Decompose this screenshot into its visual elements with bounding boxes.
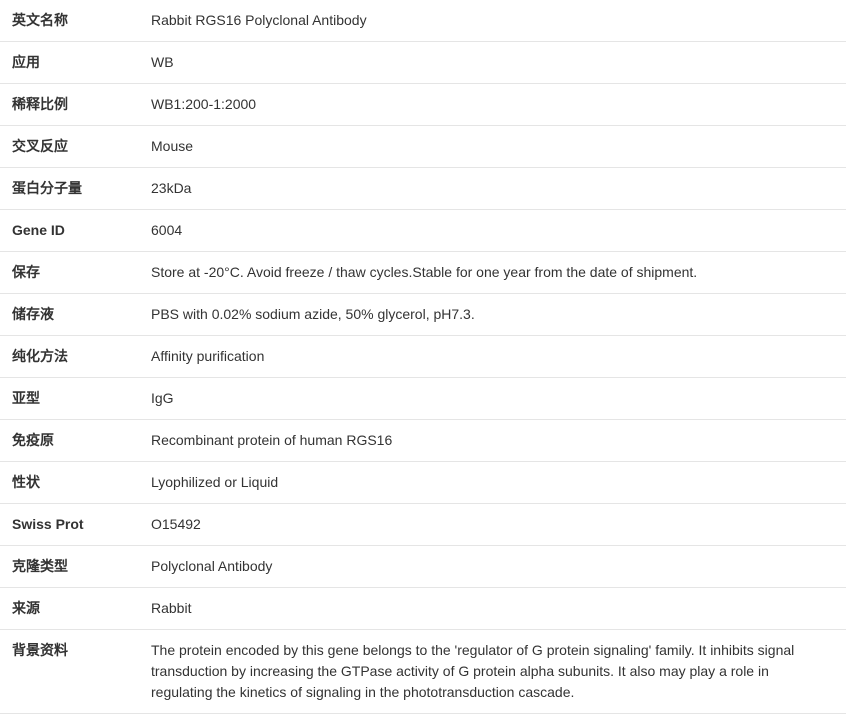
row-label: 保存 [0, 252, 139, 294]
row-label: 来源 [0, 588, 139, 630]
row-label: 性状 [0, 462, 139, 504]
row-value: The protein encoded by this gene belongs… [139, 630, 846, 714]
table-row: 稀释比例 WB1:200-1:2000 [0, 84, 846, 126]
row-value: Recombinant protein of human RGS16 [139, 420, 846, 462]
row-label: 交叉反应 [0, 126, 139, 168]
row-value: Polyclonal Antibody [139, 546, 846, 588]
table-row: 交叉反应 Mouse [0, 126, 846, 168]
spec-table: 英文名称 Rabbit RGS16 Polyclonal Antibody 应用… [0, 0, 846, 714]
row-value: Affinity purification [139, 336, 846, 378]
row-value: Lyophilized or Liquid [139, 462, 846, 504]
row-value: 6004 [139, 210, 846, 252]
row-label: 纯化方法 [0, 336, 139, 378]
row-value: IgG [139, 378, 846, 420]
row-value: O15492 [139, 504, 846, 546]
table-row: 亚型 IgG [0, 378, 846, 420]
row-label: 储存液 [0, 294, 139, 336]
row-label: 背景资料 [0, 630, 139, 714]
row-label: 稀释比例 [0, 84, 139, 126]
table-row: 性状 Lyophilized or Liquid [0, 462, 846, 504]
table-row: 纯化方法 Affinity purification [0, 336, 846, 378]
row-label: Gene ID [0, 210, 139, 252]
row-label: 克隆类型 [0, 546, 139, 588]
spec-table-body: 英文名称 Rabbit RGS16 Polyclonal Antibody 应用… [0, 0, 846, 714]
row-value: Mouse [139, 126, 846, 168]
table-row: 免疫原 Recombinant protein of human RGS16 [0, 420, 846, 462]
row-value: WB1:200-1:2000 [139, 84, 846, 126]
table-row: 克隆类型 Polyclonal Antibody [0, 546, 846, 588]
row-label: Swiss Prot [0, 504, 139, 546]
table-row: 背景资料 The protein encoded by this gene be… [0, 630, 846, 714]
table-row: 英文名称 Rabbit RGS16 Polyclonal Antibody [0, 0, 846, 42]
table-row: 应用 WB [0, 42, 846, 84]
table-row: 蛋白分子量 23kDa [0, 168, 846, 210]
table-row: Gene ID 6004 [0, 210, 846, 252]
table-row: 储存液 PBS with 0.02% sodium azide, 50% gly… [0, 294, 846, 336]
row-value: Rabbit RGS16 Polyclonal Antibody [139, 0, 846, 42]
table-row: 来源 Rabbit [0, 588, 846, 630]
row-label: 蛋白分子量 [0, 168, 139, 210]
table-row: 保存 Store at -20°C. Avoid freeze / thaw c… [0, 252, 846, 294]
table-row: Swiss Prot O15492 [0, 504, 846, 546]
row-label: 免疫原 [0, 420, 139, 462]
row-value: Rabbit [139, 588, 846, 630]
row-value: PBS with 0.02% sodium azide, 50% glycero… [139, 294, 846, 336]
row-label: 亚型 [0, 378, 139, 420]
row-value: 23kDa [139, 168, 846, 210]
row-label: 英文名称 [0, 0, 139, 42]
row-value: WB [139, 42, 846, 84]
row-label: 应用 [0, 42, 139, 84]
row-value: Store at -20°C. Avoid freeze / thaw cycl… [139, 252, 846, 294]
